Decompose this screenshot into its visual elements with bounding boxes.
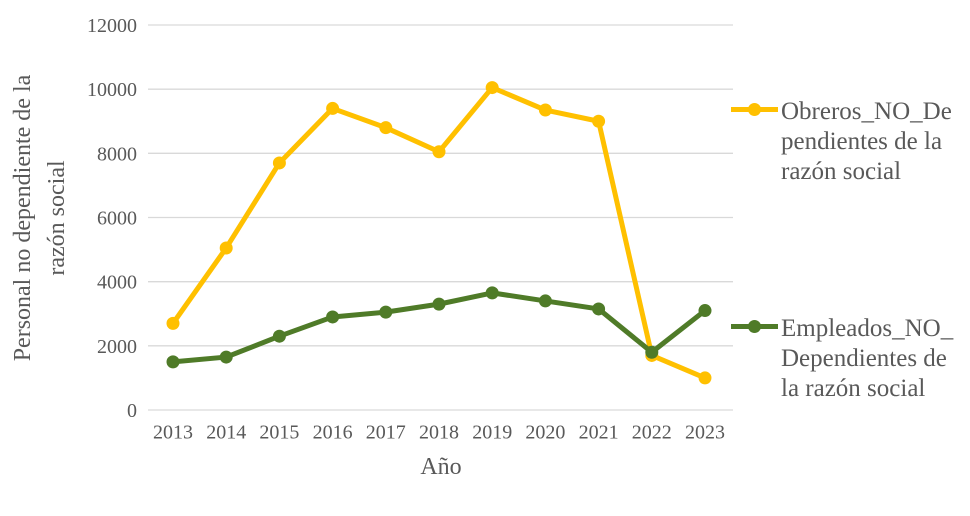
legend-label-empleados-line-3: la razón social (781, 375, 926, 402)
x-tick-label: 2017 (366, 422, 406, 444)
y-tick-label: 8000 (97, 143, 137, 165)
x-tick-label: 2019 (472, 422, 512, 444)
data-point (645, 345, 659, 359)
legend-label-empleados: Empleados_NO_ Dependientes de la razón s… (781, 314, 953, 404)
data-point (166, 316, 180, 330)
data-point (379, 305, 393, 319)
y-axis-title: Personal no dependiente de la razón soci… (6, 28, 74, 408)
data-point (219, 350, 233, 364)
data-point (379, 121, 393, 135)
data-point (166, 355, 180, 369)
legend-item-obreros: Obreros_NO_De pendientes de la razón soc… (731, 97, 952, 187)
legend-key-dot (748, 320, 761, 333)
data-point (538, 294, 552, 308)
x-tick-label: 2016 (313, 422, 353, 444)
data-point (592, 114, 606, 128)
data-point (432, 297, 446, 311)
y-tick-label: 0 (127, 400, 137, 422)
data-point (485, 286, 499, 300)
y-tick-label: 12000 (87, 15, 137, 37)
legend-label-obreros-line-2: pendientes de la (781, 128, 943, 155)
y-axis-title-line-2: razón social (44, 160, 70, 276)
x-tick-label: 2013 (153, 422, 193, 444)
data-point (485, 81, 499, 95)
y-tick-label: 2000 (97, 336, 137, 358)
x-tick-label: 2018 (419, 422, 459, 444)
y-axis-title-line-1: Personal no dependiente de la (10, 74, 36, 362)
data-point (326, 310, 340, 324)
data-point (219, 241, 233, 255)
data-point (538, 103, 552, 117)
x-axis-title: Año (420, 454, 462, 480)
data-point (272, 329, 286, 343)
y-tick-label: 6000 (97, 208, 137, 230)
legend-item-empleados: Empleados_NO_ Dependientes de la razón s… (731, 314, 953, 404)
y-tick-label: 4000 (97, 272, 137, 294)
x-tick-label: 2015 (259, 422, 299, 444)
x-tick-label: 2023 (685, 422, 725, 444)
legend-key-dot (748, 103, 761, 116)
data-point (698, 371, 712, 385)
data-point (272, 156, 286, 170)
data-point (326, 101, 340, 115)
data-point (698, 304, 712, 318)
data-point (592, 302, 606, 316)
legend-label-obreros-line-3: razón social (781, 158, 902, 185)
legend-label-empleados-line-1: Empleados_NO_ (781, 315, 954, 342)
x-tick-label: 2020 (525, 422, 565, 444)
legend-marker-obreros-icon (731, 103, 778, 116)
data-point (432, 145, 446, 159)
y-tick-label: 10000 (87, 79, 137, 101)
legend-label-obreros: Obreros_NO_De pendientes de la razón soc… (781, 97, 952, 187)
legend-label-empleados-line-2: Dependientes de (781, 345, 947, 372)
x-tick-label: 2014 (206, 422, 246, 444)
x-tick-label: 2022 (632, 422, 672, 444)
legend-marker-empleados-icon (731, 320, 778, 333)
legend-label-obreros-line-1: Obreros_NO_De (781, 98, 952, 125)
series-line-0 (170, 85, 708, 381)
x-tick-label: 2021 (579, 422, 619, 444)
